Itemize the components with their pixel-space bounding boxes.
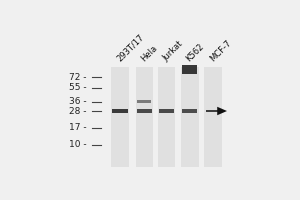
- Text: 17 -: 17 -: [69, 123, 86, 132]
- Polygon shape: [217, 107, 227, 115]
- Bar: [137, 100, 152, 103]
- Bar: [182, 65, 197, 74]
- Bar: [158, 67, 175, 167]
- Bar: [204, 67, 222, 167]
- Bar: [137, 109, 152, 113]
- Text: 36 -: 36 -: [69, 97, 86, 106]
- Bar: [112, 109, 128, 113]
- Bar: [111, 67, 129, 167]
- Text: Hela: Hela: [139, 43, 159, 63]
- Bar: [159, 109, 174, 113]
- Text: 10 -: 10 -: [69, 140, 86, 149]
- Text: 293T/17: 293T/17: [115, 33, 146, 63]
- Bar: [136, 67, 153, 167]
- Bar: [182, 109, 197, 113]
- Bar: [181, 67, 199, 167]
- Bar: [206, 110, 220, 112]
- Text: 28 -: 28 -: [69, 107, 86, 116]
- Text: 72 -: 72 -: [69, 73, 86, 82]
- Text: K562: K562: [184, 42, 206, 63]
- Text: MCF-7: MCF-7: [208, 38, 233, 63]
- Text: Jurkat: Jurkat: [161, 40, 185, 63]
- Text: 55 -: 55 -: [69, 83, 86, 92]
